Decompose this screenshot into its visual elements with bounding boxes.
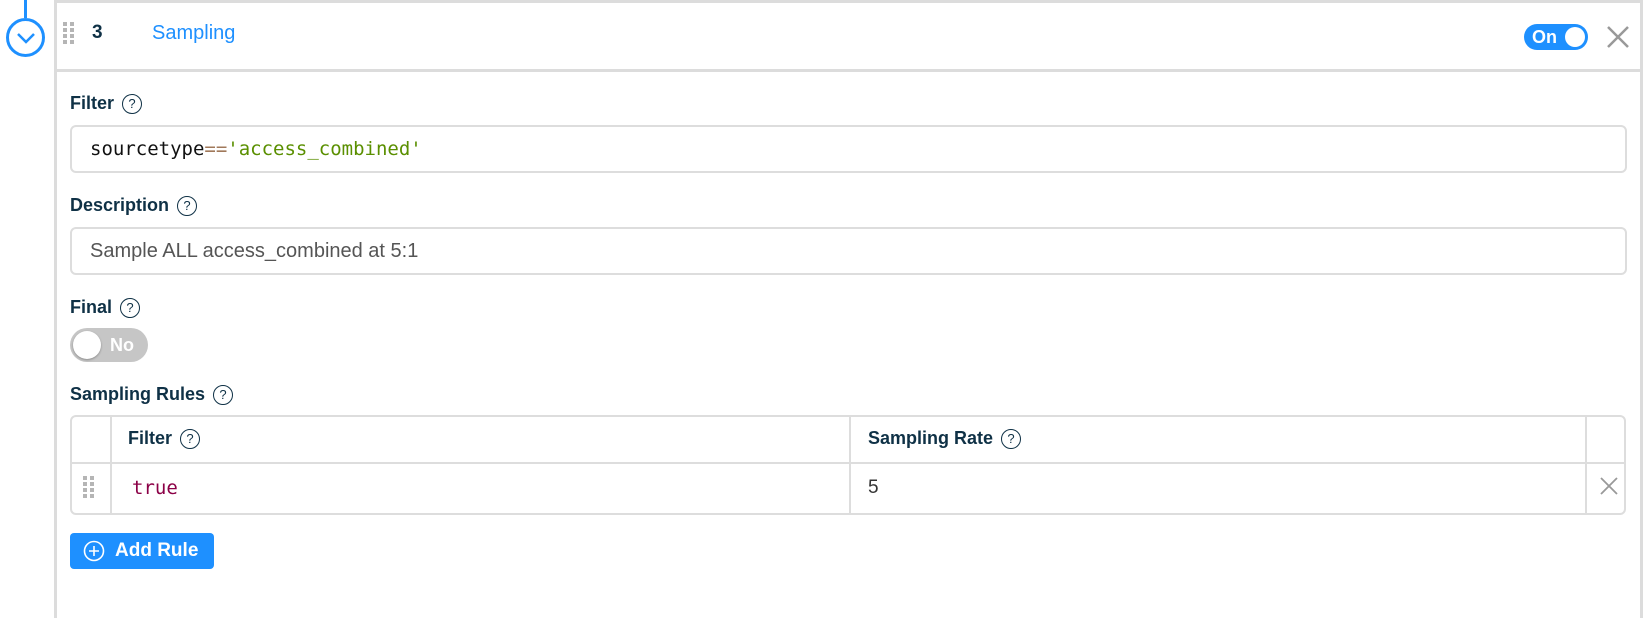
help-icon[interactable]: ?	[213, 384, 234, 405]
column-header-sampling-rate: Sampling Rate?	[868, 428, 1022, 449]
filter-label: Filter?	[70, 93, 143, 114]
column-divider	[110, 417, 112, 513]
label-text: Filter	[70, 93, 115, 113]
toggle-label: No	[110, 335, 134, 355]
collapse-step-button[interactable]	[6, 18, 45, 57]
add-rule-button[interactable]: Add Rule	[70, 533, 214, 569]
pipeline-connector-line	[24, 0, 27, 18]
column-divider	[1585, 417, 1587, 513]
filter-input[interactable]: sourcetype =='access_combined'	[70, 125, 1627, 173]
step-number: 3	[92, 22, 103, 43]
input-value: Sample ALL access_combined at 5:1	[90, 239, 419, 262]
button-label: Add Rule	[115, 540, 199, 561]
close-icon[interactable]	[1606, 25, 1630, 54]
header-text: Filter	[128, 428, 173, 448]
code-token: ==	[204, 138, 228, 160]
row-drag-handle-icon[interactable]	[83, 476, 94, 498]
help-icon[interactable]: ?	[1001, 428, 1022, 449]
description-label: Description?	[70, 195, 198, 216]
divider	[57, 69, 1640, 72]
final-toggle[interactable]: No	[70, 328, 148, 362]
help-icon[interactable]: ?	[180, 428, 201, 449]
code-token: 'access_combined'	[227, 138, 422, 160]
code-token: sourcetype	[90, 138, 205, 160]
step-enabled-toggle[interactable]: On	[1524, 24, 1588, 50]
column-header-filter: Filter?	[128, 428, 201, 449]
label-text: Sampling Rules	[70, 384, 206, 404]
row-divider	[72, 462, 1624, 464]
help-icon[interactable]: ?	[177, 195, 198, 216]
step-title[interactable]: Sampling	[152, 22, 236, 44]
toggle-knob	[73, 331, 101, 359]
sampling-rules-table: Filter? Sampling Rate? true 5	[70, 415, 1626, 515]
header-text: Sampling Rate	[868, 428, 994, 448]
rule-filter-cell[interactable]: true	[132, 477, 178, 499]
remove-rule-icon[interactable]	[1600, 477, 1618, 500]
drag-handle-icon[interactable]	[63, 22, 74, 44]
help-icon[interactable]: ?	[122, 93, 143, 114]
help-icon[interactable]: ?	[120, 297, 141, 318]
sampling-rules-label: Sampling Rules?	[70, 384, 234, 405]
divider	[57, 0, 1640, 3]
description-input[interactable]: Sample ALL access_combined at 5:1	[70, 227, 1627, 275]
toggle-label: On	[1532, 27, 1557, 47]
final-label: Final?	[70, 297, 141, 318]
label-text: Final	[70, 297, 113, 317]
step-panel	[54, 0, 1643, 618]
chevron-down-icon	[16, 32, 35, 44]
rule-rate-cell[interactable]: 5	[868, 477, 879, 498]
toggle-knob	[1565, 27, 1585, 47]
column-divider	[849, 417, 851, 513]
label-text: Description	[70, 195, 170, 215]
plus-circle-icon	[83, 540, 105, 562]
